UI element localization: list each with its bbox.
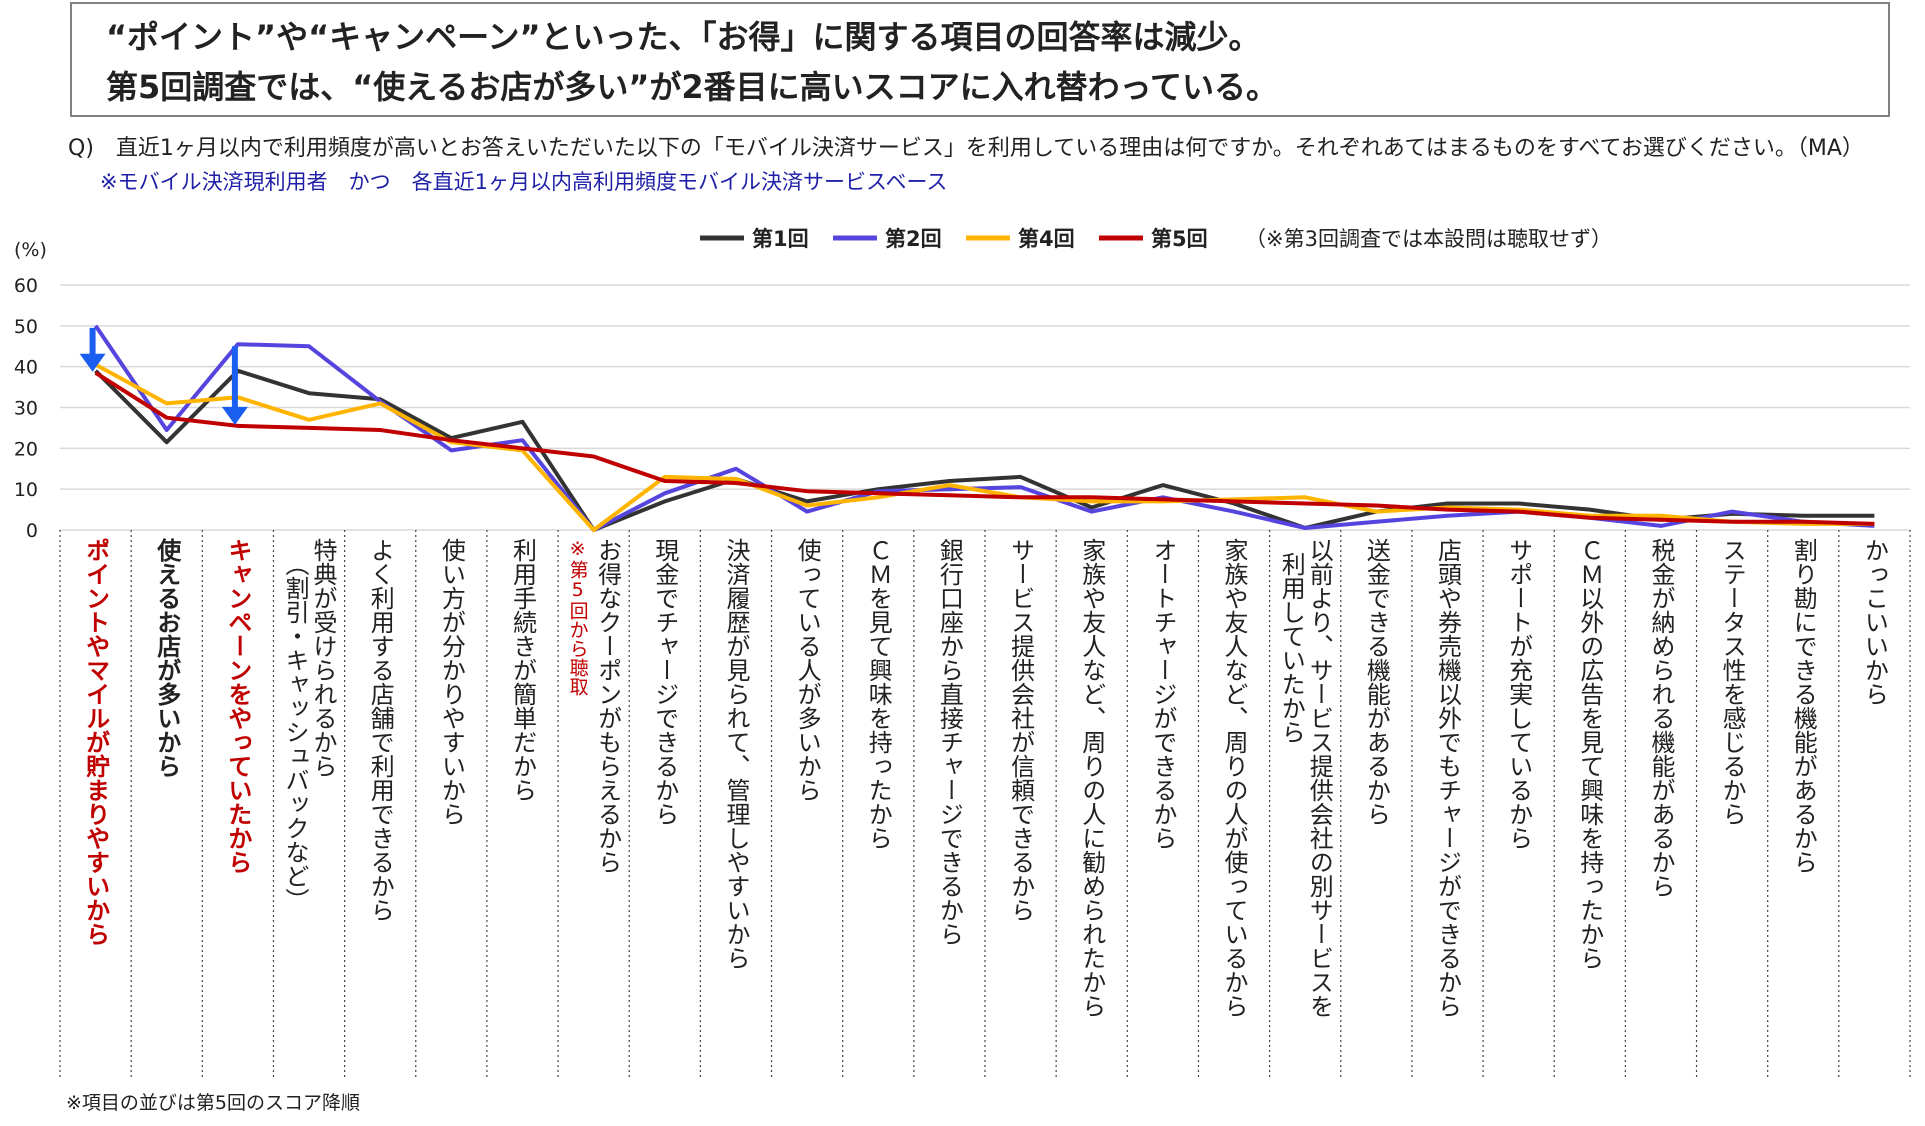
x-category-label: 使い方が分かりやすいから xyxy=(437,538,465,826)
headline-line-1: “ポイント”や“キャンペーン”といった、「お得」に関する項目の回答率は減少。 xyxy=(106,18,1261,56)
x-category-label: 以前より、サービス提供会社の別サービスを xyxy=(1305,538,1333,1018)
base-note: ※モバイル決済現利用者 かつ 各直近1ヶ月以内高利用頻度モバイル決済サービスベー… xyxy=(100,170,948,194)
y-tick-label: 50 xyxy=(14,316,38,338)
x-category-label: 特典が受けられるから xyxy=(309,538,337,778)
y-tick-label: 0 xyxy=(26,520,38,542)
x-category-label: 割り勘にできる機能があるから xyxy=(1789,538,1817,874)
series-line xyxy=(94,368,1875,532)
x-category-label-line2: （割引・キャッシュバックなど） xyxy=(281,552,309,912)
footnote: ※項目の並びは第5回のスコア降順 xyxy=(66,1092,361,1114)
legend-note: （※第3回調査では本設問は聴取せず） xyxy=(1245,227,1612,251)
x-category-label: よく利用する店舗で利用できるから xyxy=(366,538,394,922)
headline-line-2: 第5回調査では、“使えるお店が多い”が2番目に高いスコアに入れ替わっている。 xyxy=(106,68,1279,106)
x-category-label: かっこいいから xyxy=(1860,538,1888,706)
x-category-label: 送金できる機能があるから xyxy=(1362,538,1390,826)
x-category-label: 現金でチャージできるから xyxy=(651,538,679,826)
headline-box: “ポイント”や“キャンペーン”といった、「お得」に関する項目の回答率は減少。 第… xyxy=(70,2,1890,117)
y-axis-unit: (%) xyxy=(14,239,47,261)
x-category-label: ステータス性を感じるから xyxy=(1718,538,1746,826)
x-category-label: 利用手続きが簡単だから xyxy=(509,538,537,802)
series-line xyxy=(94,371,1875,526)
x-category-label: 使えるお店が多いから xyxy=(153,538,182,778)
x-category-label: 使っている人が多いから xyxy=(793,538,821,802)
x-category-label: ＣＭを見て興味を持ったから xyxy=(864,538,892,850)
y-tick-label: 60 xyxy=(14,275,38,297)
legend-label: 第1回 xyxy=(752,227,809,251)
x-category-label: オートチャージができるから xyxy=(1149,538,1177,850)
legend-label: 第4回 xyxy=(1018,227,1075,251)
x-category-label: 銀行口座から直接チャージできるから xyxy=(935,538,963,946)
x-category-label: 決済履歴が見られて、管理しやすいから xyxy=(722,538,750,970)
x-category-label: キャンペーンをやっていたから xyxy=(224,538,252,874)
x-category-label: お得なクーポンがもらえるから xyxy=(594,538,622,874)
decrease-arrow-head xyxy=(79,353,106,372)
x-category-label: 店頭や券売機以外でもチャージができるから xyxy=(1434,538,1462,1018)
x-category-label: サービス提供会社が信頼できるから xyxy=(1007,538,1035,922)
x-category-label: サポートが充実しているから xyxy=(1505,538,1533,850)
decrease-arrow-head xyxy=(221,406,248,425)
y-tick-label: 20 xyxy=(14,438,38,460)
x-category-label: 家族や友人など、周りの人に勧められたから xyxy=(1078,538,1106,1018)
x-category-label: ＣＭ以外の広告を見て興味を持ったから xyxy=(1576,538,1604,970)
x-category-note: ※第5回から聴取 xyxy=(567,538,589,696)
x-category-label: 税金が納められる機能があるから xyxy=(1647,538,1675,898)
x-category-label-line2: 利用していたから xyxy=(1277,552,1305,744)
y-tick-label: 30 xyxy=(14,398,38,420)
x-category-label: ポイントやマイルが貯まりやすいから xyxy=(82,538,110,946)
y-tick-label: 40 xyxy=(14,357,38,379)
legend-label: 第2回 xyxy=(885,227,942,251)
y-tick-label: 10 xyxy=(14,479,38,501)
question-text: Q) 直近1ヶ月以内で利用頻度が高いとお答えいただいた以下の「モバイル決済サービ… xyxy=(68,136,1864,161)
legend-label: 第5回 xyxy=(1151,227,1208,251)
x-category-label: 家族や友人など、周りの人が使っているから xyxy=(1220,538,1248,1018)
series-line xyxy=(94,362,1875,532)
